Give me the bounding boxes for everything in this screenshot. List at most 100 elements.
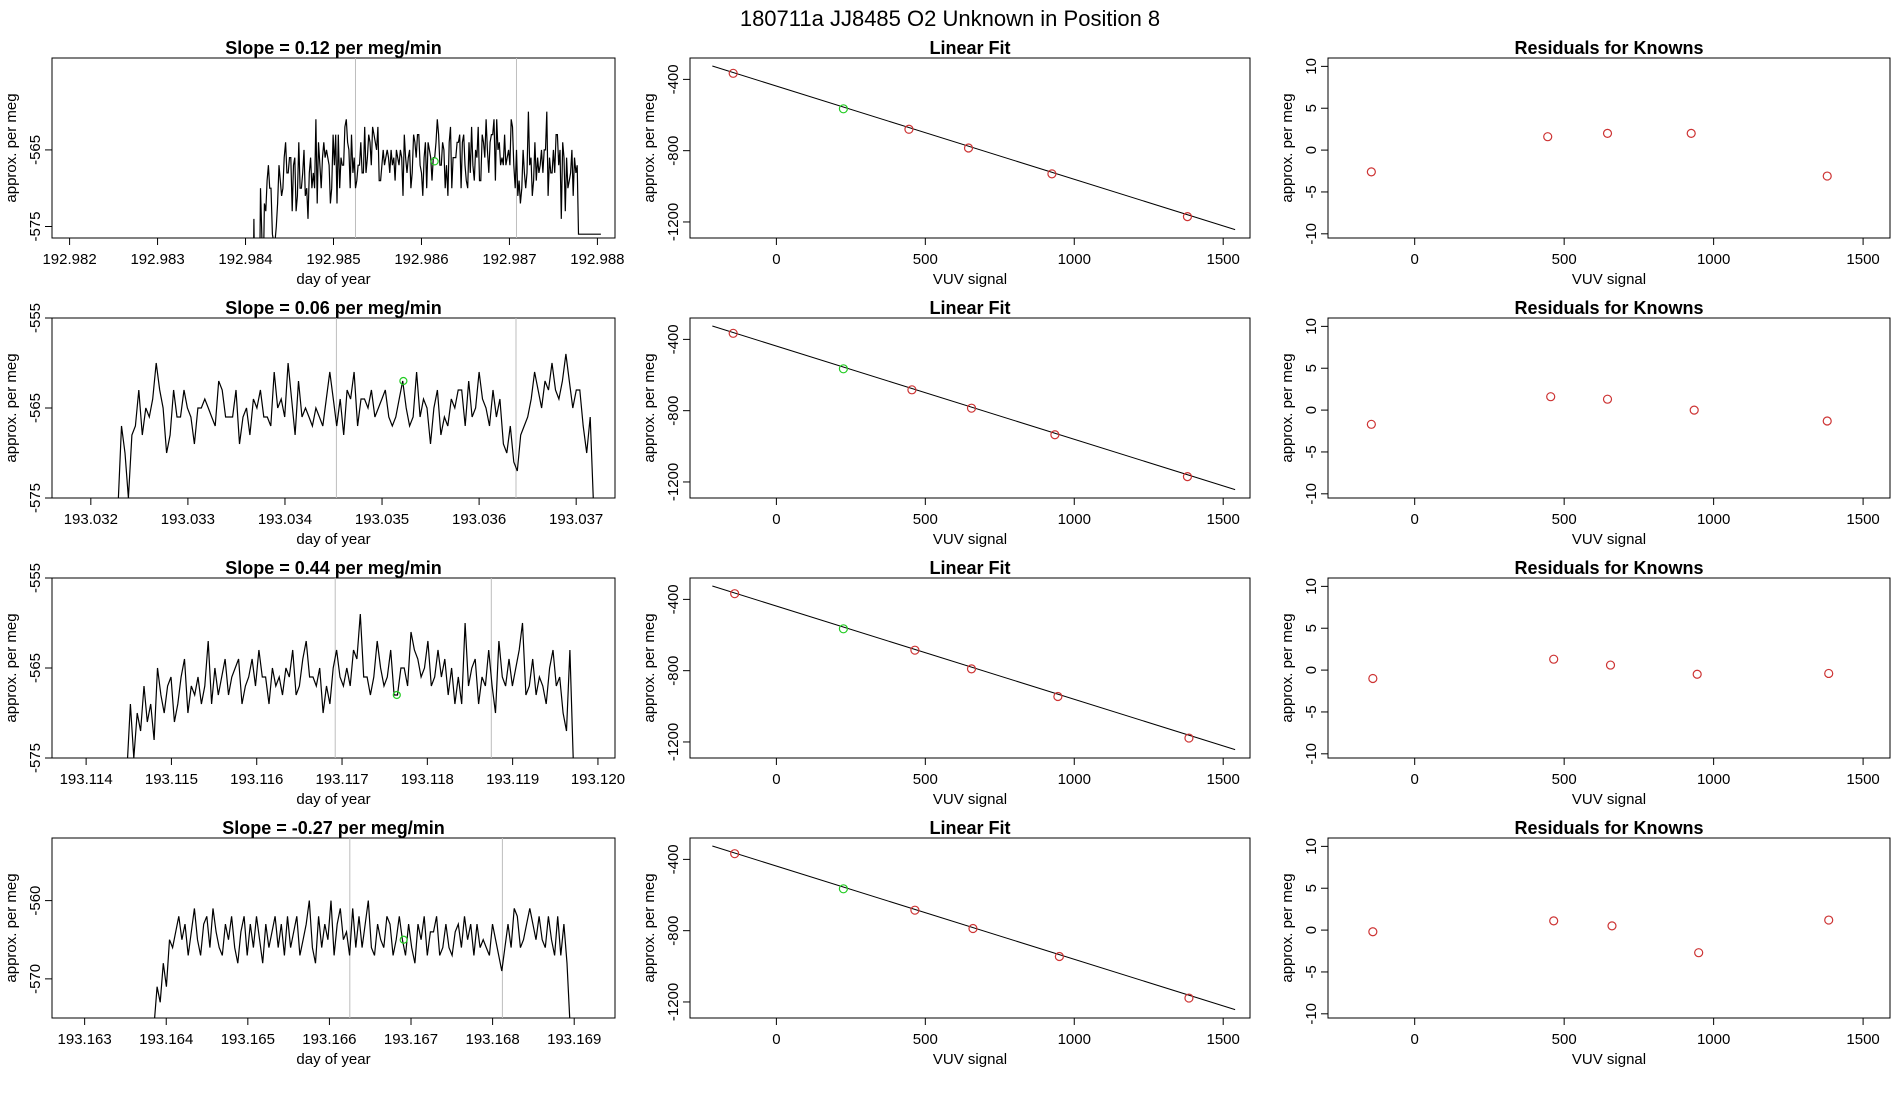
x-tick-label: 0 — [772, 1031, 780, 1048]
known-point — [1053, 691, 1063, 702]
x-tick-label: 1500 — [1846, 771, 1879, 788]
x-tick-label: 193.116 — [230, 771, 283, 788]
x-tick-label: 500 — [913, 1031, 938, 1048]
y-tick-label: 0 — [1303, 146, 1320, 154]
fit-line — [712, 585, 1236, 751]
y-tick-label: -1200 — [665, 983, 682, 1021]
x-axis-label: VUV signal — [933, 1051, 1007, 1068]
panel-frame — [1327, 837, 1891, 1019]
y-tick-label: -1200 — [665, 203, 682, 241]
x-tick-label: 193.034 — [258, 511, 312, 528]
figure-supertitle: 180711a JJ8485 O2 Unknown in Position 8 — [740, 6, 1160, 31]
x-tick-label: 1000 — [1697, 1031, 1730, 1048]
x-tick-label: 1500 — [1846, 511, 1879, 528]
x-tick-label: 193.114 — [60, 771, 113, 788]
x-axis-label: VUV signal — [933, 791, 1007, 808]
panel-frame — [689, 837, 1251, 1019]
x-tick-label: 193.167 — [384, 1031, 438, 1048]
y-tick-label: -575 — [27, 743, 44, 773]
x-tick-label: 192.987 — [482, 251, 536, 268]
known-point — [728, 328, 738, 338]
x-tick-label: 192.986 — [394, 251, 448, 268]
residual-point — [1549, 916, 1559, 926]
residual-point — [1546, 392, 1556, 402]
fit-line — [712, 65, 1236, 231]
panel-title: Linear Fit — [929, 818, 1010, 838]
x-tick-label: 1000 — [1697, 511, 1730, 528]
y-tick-label: -5 — [1303, 185, 1320, 198]
x-tick-label: 500 — [913, 771, 938, 788]
y-tick-label: -800 — [665, 396, 682, 426]
known-point — [1182, 212, 1193, 222]
known-point — [966, 403, 977, 413]
y-tick-label: -800 — [665, 656, 682, 686]
x-tick-label: 0 — [1411, 771, 1419, 788]
x-tick-label: 1000 — [1697, 771, 1730, 788]
x-tick-label: 193.115 — [145, 771, 198, 788]
y-axis-label: approx. per meg — [3, 873, 20, 982]
known-point — [1054, 951, 1064, 962]
x-tick-label: 500 — [1552, 251, 1577, 268]
y-tick-label: -400 — [665, 844, 682, 874]
x-tick-label: 193.168 — [465, 1031, 519, 1048]
y-tick-label: -1200 — [665, 723, 682, 761]
panel-title: Slope = -0.27 per meg/min — [222, 818, 445, 838]
panel-frame — [689, 577, 1251, 759]
unknown-point — [838, 104, 849, 114]
y-axis-label: approx. per meg — [1279, 93, 1296, 202]
panel-plot-area — [253, 58, 601, 238]
y-tick-label: -10 — [1303, 743, 1320, 765]
y-tick-label: 10 — [1303, 578, 1320, 595]
y-tick-label: -10 — [1303, 223, 1320, 245]
x-tick-label: 500 — [1552, 771, 1577, 788]
unknown-marker — [399, 376, 408, 386]
y-tick-label: -555 — [27, 303, 44, 333]
known-point — [730, 849, 740, 859]
residual-point — [1694, 948, 1704, 958]
y-tick-label: -560 — [27, 886, 44, 916]
y-tick-label: -5 — [1303, 965, 1320, 978]
panel-title: Residuals for Knowns — [1514, 38, 1703, 58]
x-tick-label: 0 — [1411, 1031, 1419, 1048]
x-tick-label: 193.037 — [549, 511, 603, 528]
residual-point — [1549, 654, 1559, 664]
x-tick-label: 1500 — [1207, 1031, 1240, 1048]
x-tick-label: 193.117 — [315, 771, 368, 788]
known-point — [907, 385, 917, 395]
residual-point — [1366, 419, 1376, 429]
x-tick-label: 193.036 — [452, 511, 506, 528]
x-tick-label: 193.166 — [302, 1031, 356, 1048]
x-tick-label: 1500 — [1207, 251, 1240, 268]
x-tick-label: 0 — [1411, 251, 1419, 268]
residual-point — [1543, 132, 1553, 142]
y-axis-label: approx. per meg — [3, 93, 20, 202]
known-point — [1047, 169, 1057, 179]
y-axis-label: approx. per meg — [1279, 613, 1296, 722]
x-tick-label: 500 — [913, 251, 938, 268]
unknown-marker — [430, 157, 439, 166]
panel-frame — [689, 57, 1251, 239]
y-axis-label: approx. per meg — [1279, 353, 1296, 462]
panel-title: Residuals for Knowns — [1514, 558, 1703, 578]
panel-plot-area — [712, 65, 1236, 231]
residual-point — [1366, 167, 1376, 177]
x-axis-label: VUV signal — [1572, 531, 1646, 548]
x-axis-label: VUV signal — [1572, 271, 1646, 288]
x-tick-label: 500 — [1552, 511, 1577, 528]
x-tick-label: 193.163 — [58, 1031, 112, 1048]
x-tick-label: 193.033 — [161, 511, 215, 528]
known-point — [1182, 472, 1193, 482]
residual-point — [1602, 394, 1613, 404]
y-axis-label: approx. per meg — [3, 353, 20, 462]
panel-title: Slope = 0.12 per meg/min — [225, 38, 442, 58]
panel-plot-area — [1366, 392, 1832, 429]
residual-point — [1824, 915, 1834, 925]
y-tick-label: 5 — [1303, 624, 1320, 632]
x-tick-label: 192.985 — [306, 251, 360, 268]
panel-title: Slope = 0.06 per meg/min — [225, 298, 442, 318]
unknown-point — [838, 884, 849, 894]
y-tick-label: 5 — [1303, 364, 1320, 372]
known-point — [966, 664, 977, 674]
y-tick-label: 0 — [1303, 926, 1320, 934]
